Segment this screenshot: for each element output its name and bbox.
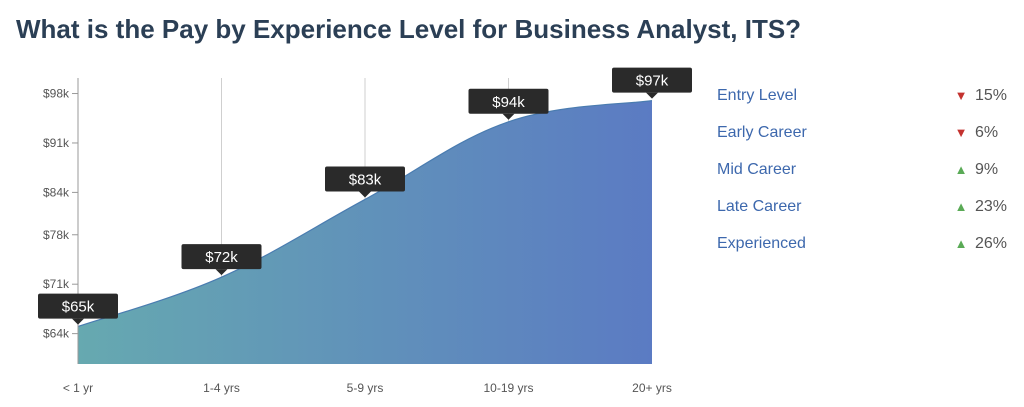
x-tick-label: < 1 yr xyxy=(63,381,93,395)
arrow-up-icon: ▲ xyxy=(954,162,968,177)
callout-box xyxy=(612,67,692,93)
legend-label: Experienced xyxy=(717,235,806,252)
legend-change-value: 23% xyxy=(975,198,1008,215)
chart-title: What is the Pay by Experience Level for … xyxy=(16,14,802,44)
data-label: $72k xyxy=(205,249,238,266)
legend-row-entry-level: Entry Level ▼ 15% xyxy=(717,84,1017,121)
data-label: $65k xyxy=(62,299,95,316)
arrow-up-icon: ▲ xyxy=(954,236,968,251)
y-tick-label: $71k xyxy=(43,277,70,291)
pay-area xyxy=(78,100,652,364)
data-label: $97k xyxy=(636,73,669,90)
callout-box xyxy=(181,244,262,270)
legend-label: Entry Level xyxy=(717,87,798,104)
legend-change-value: 6% xyxy=(975,124,999,141)
legend-row-early-career: Early Career ▼ 6% xyxy=(717,121,1017,158)
y-tick-label: $64k xyxy=(43,327,70,341)
x-tick-label: 5-9 yrs xyxy=(347,381,384,395)
callout-pointer xyxy=(359,191,371,198)
legend-row-experienced: Experienced ▲ 26% xyxy=(717,232,1017,269)
data-label-callout: $72k xyxy=(181,244,262,276)
data-label-callout: $94k xyxy=(468,88,549,120)
y-tick-label: $78k xyxy=(43,228,70,242)
data-label-callout: $83k xyxy=(325,166,405,198)
pay-area-chart: $64k $71k $78k $84k $91k $98k < 1 yr 1-4 yrs 5-… xyxy=(38,67,692,395)
legend-change-value: 26% xyxy=(975,235,1008,252)
legend-change-value: 15% xyxy=(975,87,1008,104)
y-tick-label: $84k xyxy=(43,185,70,199)
data-label-callout: $97k xyxy=(612,67,692,99)
x-tick-label: 20+ yrs xyxy=(632,381,672,395)
callout-pointer xyxy=(72,318,84,325)
x-tick-label: 1-4 yrs xyxy=(203,381,240,395)
legend-label: Early Career xyxy=(717,124,807,141)
x-tick-label: 10-19 yrs xyxy=(483,381,533,395)
callout-box xyxy=(38,293,118,319)
legend-label: Late Career xyxy=(717,198,802,215)
pay-line xyxy=(77,100,653,328)
y-tick-label: $98k xyxy=(43,87,70,101)
arrow-down-icon: ▼ xyxy=(954,88,968,103)
y-tick-label: $91k xyxy=(43,136,70,150)
legend-row-mid-career: Mid Career ▲ 9% xyxy=(717,158,1017,195)
callout-pointer xyxy=(215,269,228,276)
experience-legend: Entry Level ▼ 15% Early Career ▼ 6% Mid Ca… xyxy=(717,84,1017,269)
callout-pointer xyxy=(502,113,515,120)
legend-label: Mid Career xyxy=(717,161,797,178)
data-label: $83k xyxy=(349,171,382,188)
callout-box xyxy=(468,88,549,114)
data-label: $94k xyxy=(492,94,525,111)
callout-pointer xyxy=(646,92,658,99)
arrow-up-icon: ▲ xyxy=(954,199,968,214)
legend-row-late-career: Late Career ▲ 23% xyxy=(717,195,1017,232)
arrow-down-icon: ▼ xyxy=(954,125,968,140)
callout-box xyxy=(325,166,405,192)
legend-change-value: 9% xyxy=(975,161,999,178)
data-label-callout: $65k xyxy=(38,293,118,325)
